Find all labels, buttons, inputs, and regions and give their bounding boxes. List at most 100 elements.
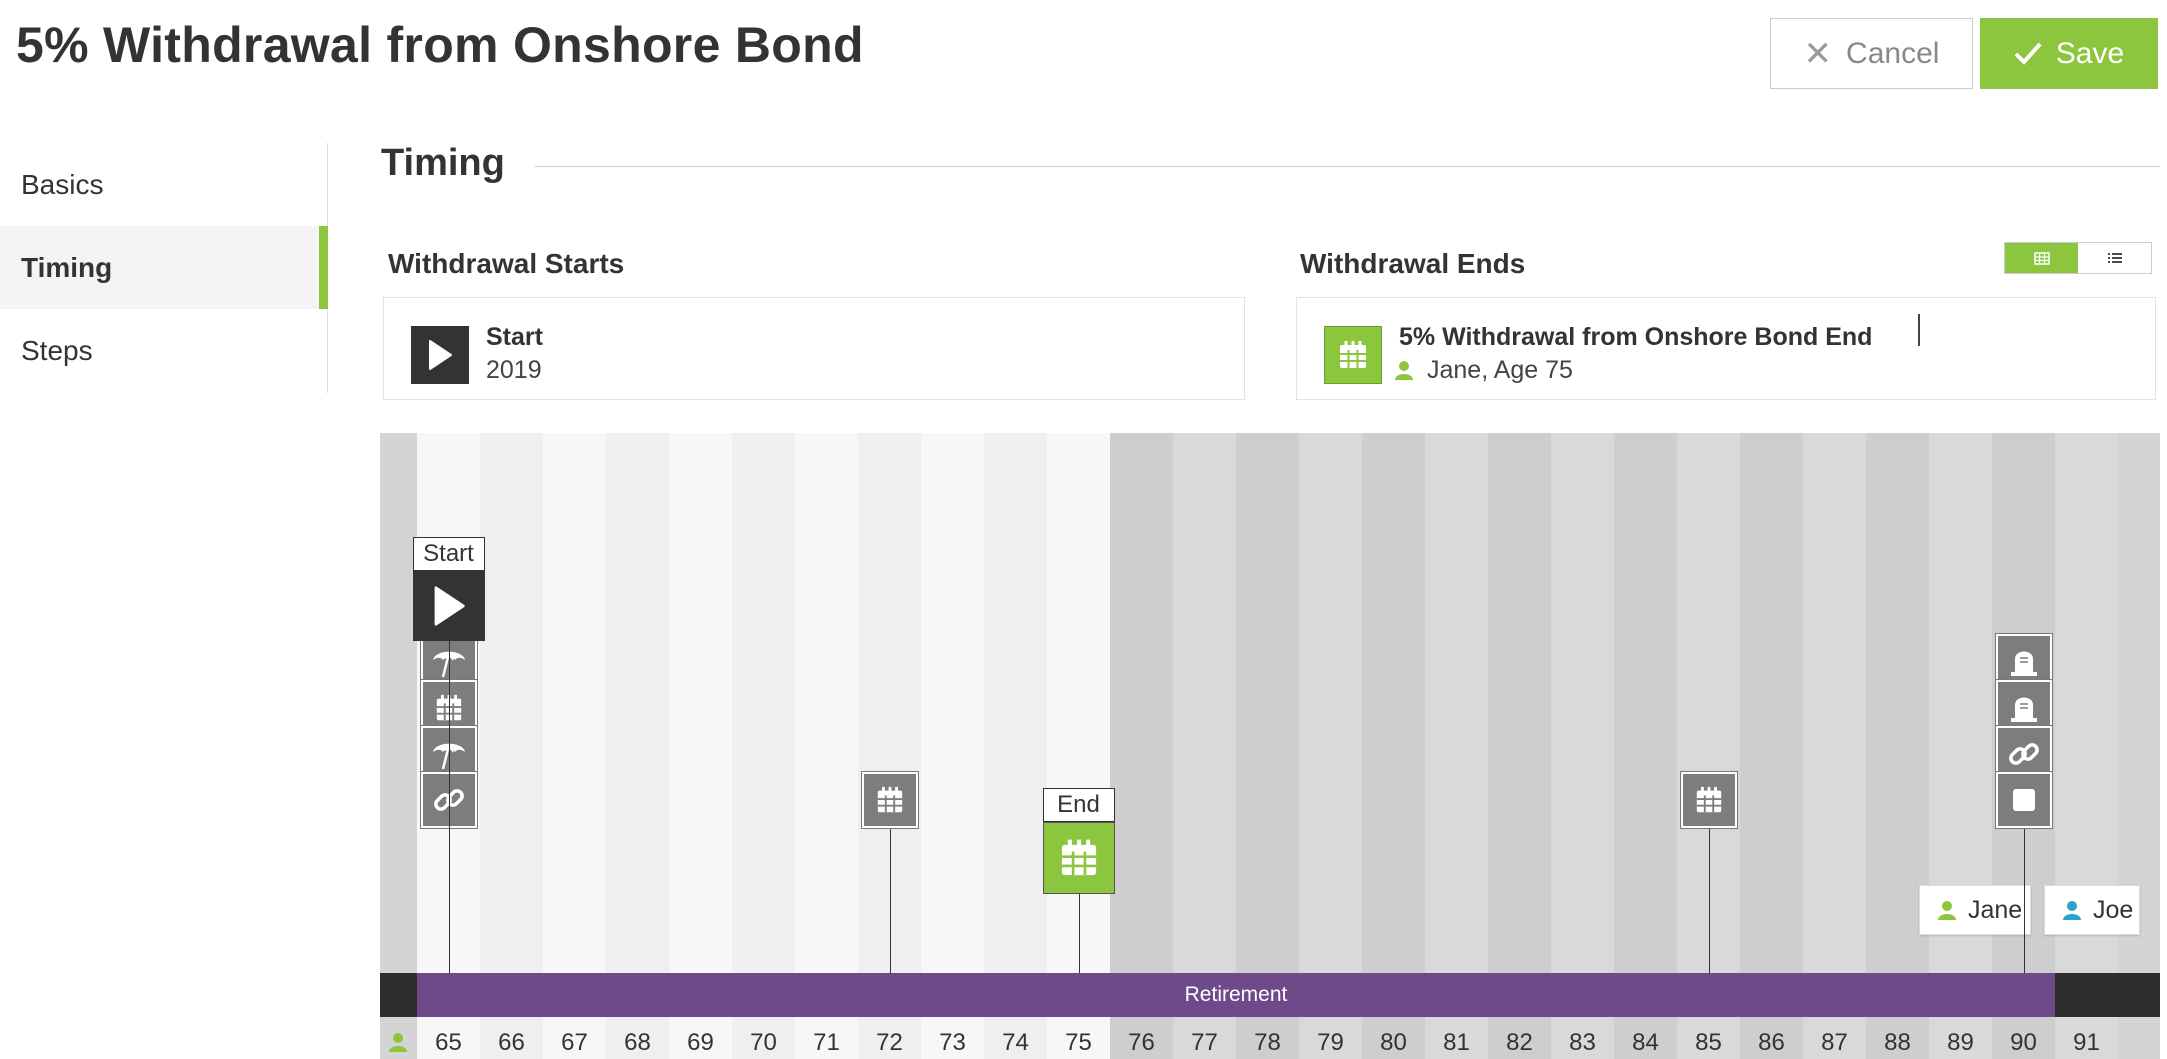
event-stem [889,772,891,973]
age-column [606,433,669,1059]
age-label: 86 [1758,1029,1785,1056]
person-icon [1395,361,1413,380]
person-icon [380,1024,416,1059]
save-button-label: Save [2055,36,2125,70]
age-column [1299,433,1362,1059]
end-tag: End [1042,788,1115,822]
age-column [1488,433,1551,1059]
sidebar-item-label: Steps [21,334,93,366]
age-label: 90 [2010,1029,2037,1056]
age-column [543,433,606,1059]
age-label: 80 [1380,1029,1407,1056]
end-card-person: Jane, Age 75 [1395,356,1573,385]
page-title: 5% Withdrawal from Onshore Bond [16,17,864,73]
age-label: 82 [1506,1029,1533,1056]
cancel-button-label: Cancel [1846,36,1940,70]
age-label: 81 [1443,1029,1470,1056]
age-label: 85 [1695,1029,1722,1056]
check-icon [2014,37,2042,71]
sidebar-item-basics[interactable]: Basics [0,143,328,226]
age-column [1551,433,1614,1059]
save-button[interactable]: Save [1980,18,2158,89]
timeline: Jane Joe Retirement 65 66 67 68 69 70 71 72 73 74… [380,433,2160,1059]
play-icon [411,326,469,384]
age-label: 67 [561,1029,588,1056]
age-label: 66 [498,1029,525,1056]
age-label: 83 [1569,1029,1596,1056]
age-column [1614,433,1677,1059]
age-label: 89 [1947,1029,1974,1056]
withdrawal-ends-label: Withdrawal Ends [1300,248,1526,279]
sidebar-item-label: Timing [21,251,113,283]
person-icon [2063,901,2081,920]
legend-jane-label: Jane [1968,895,2023,924]
age-label: 71 [813,1029,840,1056]
list-view-icon[interactable] [2078,243,2151,273]
end-card-title: 5% Withdrawal from Onshore Bond End [1399,323,1873,351]
age-column [984,433,1047,1059]
age-label: 87 [1821,1029,1848,1056]
age-label: 84 [1632,1029,1659,1056]
age-column [795,433,858,1059]
age-label: 74 [1002,1029,1029,1056]
age-label: 69 [687,1029,714,1056]
legend-joe[interactable]: Joe [2044,885,2140,935]
age-column [1362,433,1425,1059]
age-column [1110,433,1173,1059]
withdrawal-start-card[interactable]: Start 2019 [383,297,1245,400]
age-column [2055,433,2118,1059]
age-label: 78 [1254,1029,1281,1056]
age-label: 73 [939,1029,966,1056]
section-title: Timing [381,142,505,184]
age-label: 88 [1884,1029,1911,1056]
age-column [1740,433,1803,1059]
sidebar: Basics Timing Steps [0,143,328,393]
calendar-icon[interactable] [860,771,919,829]
age-column [669,433,732,1059]
text-cursor [1918,314,1920,346]
close-icon: ✕ [1803,34,1833,73]
age-column [1803,433,1866,1059]
start-stem [448,543,450,973]
calendar-view-icon[interactable] [2005,243,2078,273]
age-column [1173,433,1236,1059]
age-column [1866,433,1929,1059]
legend-jane[interactable]: Jane [1919,885,2031,935]
start-marker-play-icon[interactable] [412,571,485,641]
withdrawal-starts-label: Withdrawal Starts [388,248,625,279]
end-card-person-label: Jane, Age 75 [1427,356,1573,384]
calendar-icon[interactable] [1679,771,1738,829]
age-label: 75 [1065,1029,1092,1056]
age-column [1236,433,1299,1059]
age-label: 72 [876,1029,903,1056]
age-label: 65 [435,1029,462,1056]
sidebar-item-timing[interactable]: Timing [0,226,328,309]
age-label: 79 [1317,1029,1344,1056]
calendar-icon [1324,326,1382,384]
retirement-bar[interactable]: Retirement [417,973,2055,1017]
age-column [480,433,543,1059]
age-label: 68 [624,1029,651,1056]
age-label: 91 [2073,1029,2100,1056]
withdrawal-end-card[interactable]: 5% Withdrawal from Onshore Bond End Jane… [1296,297,2156,400]
start-card-title: Start [486,323,543,351]
age-label: 77 [1191,1029,1218,1056]
end-marker-calendar-icon[interactable] [1042,822,1115,894]
section-divider [535,166,2160,167]
age-label: 70 [750,1029,777,1056]
person-icon [1938,901,1956,920]
sidebar-item-steps[interactable]: Steps [0,309,328,392]
age-label: 76 [1128,1029,1155,1056]
start-card-year: 2019 [486,356,542,384]
age-column [1929,433,1992,1059]
age-column [1425,433,1488,1059]
cancel-button[interactable]: ✕ Cancel [1770,18,1973,89]
sidebar-item-label: Basics [21,168,104,200]
age-column [921,433,984,1059]
age-column [732,433,795,1059]
start-tag: Start [412,537,485,571]
view-toggle [2004,242,2152,274]
event-stem [1708,772,1710,973]
legend-joe-label: Joe [2093,895,2134,924]
square-icon[interactable] [1994,771,2053,829]
